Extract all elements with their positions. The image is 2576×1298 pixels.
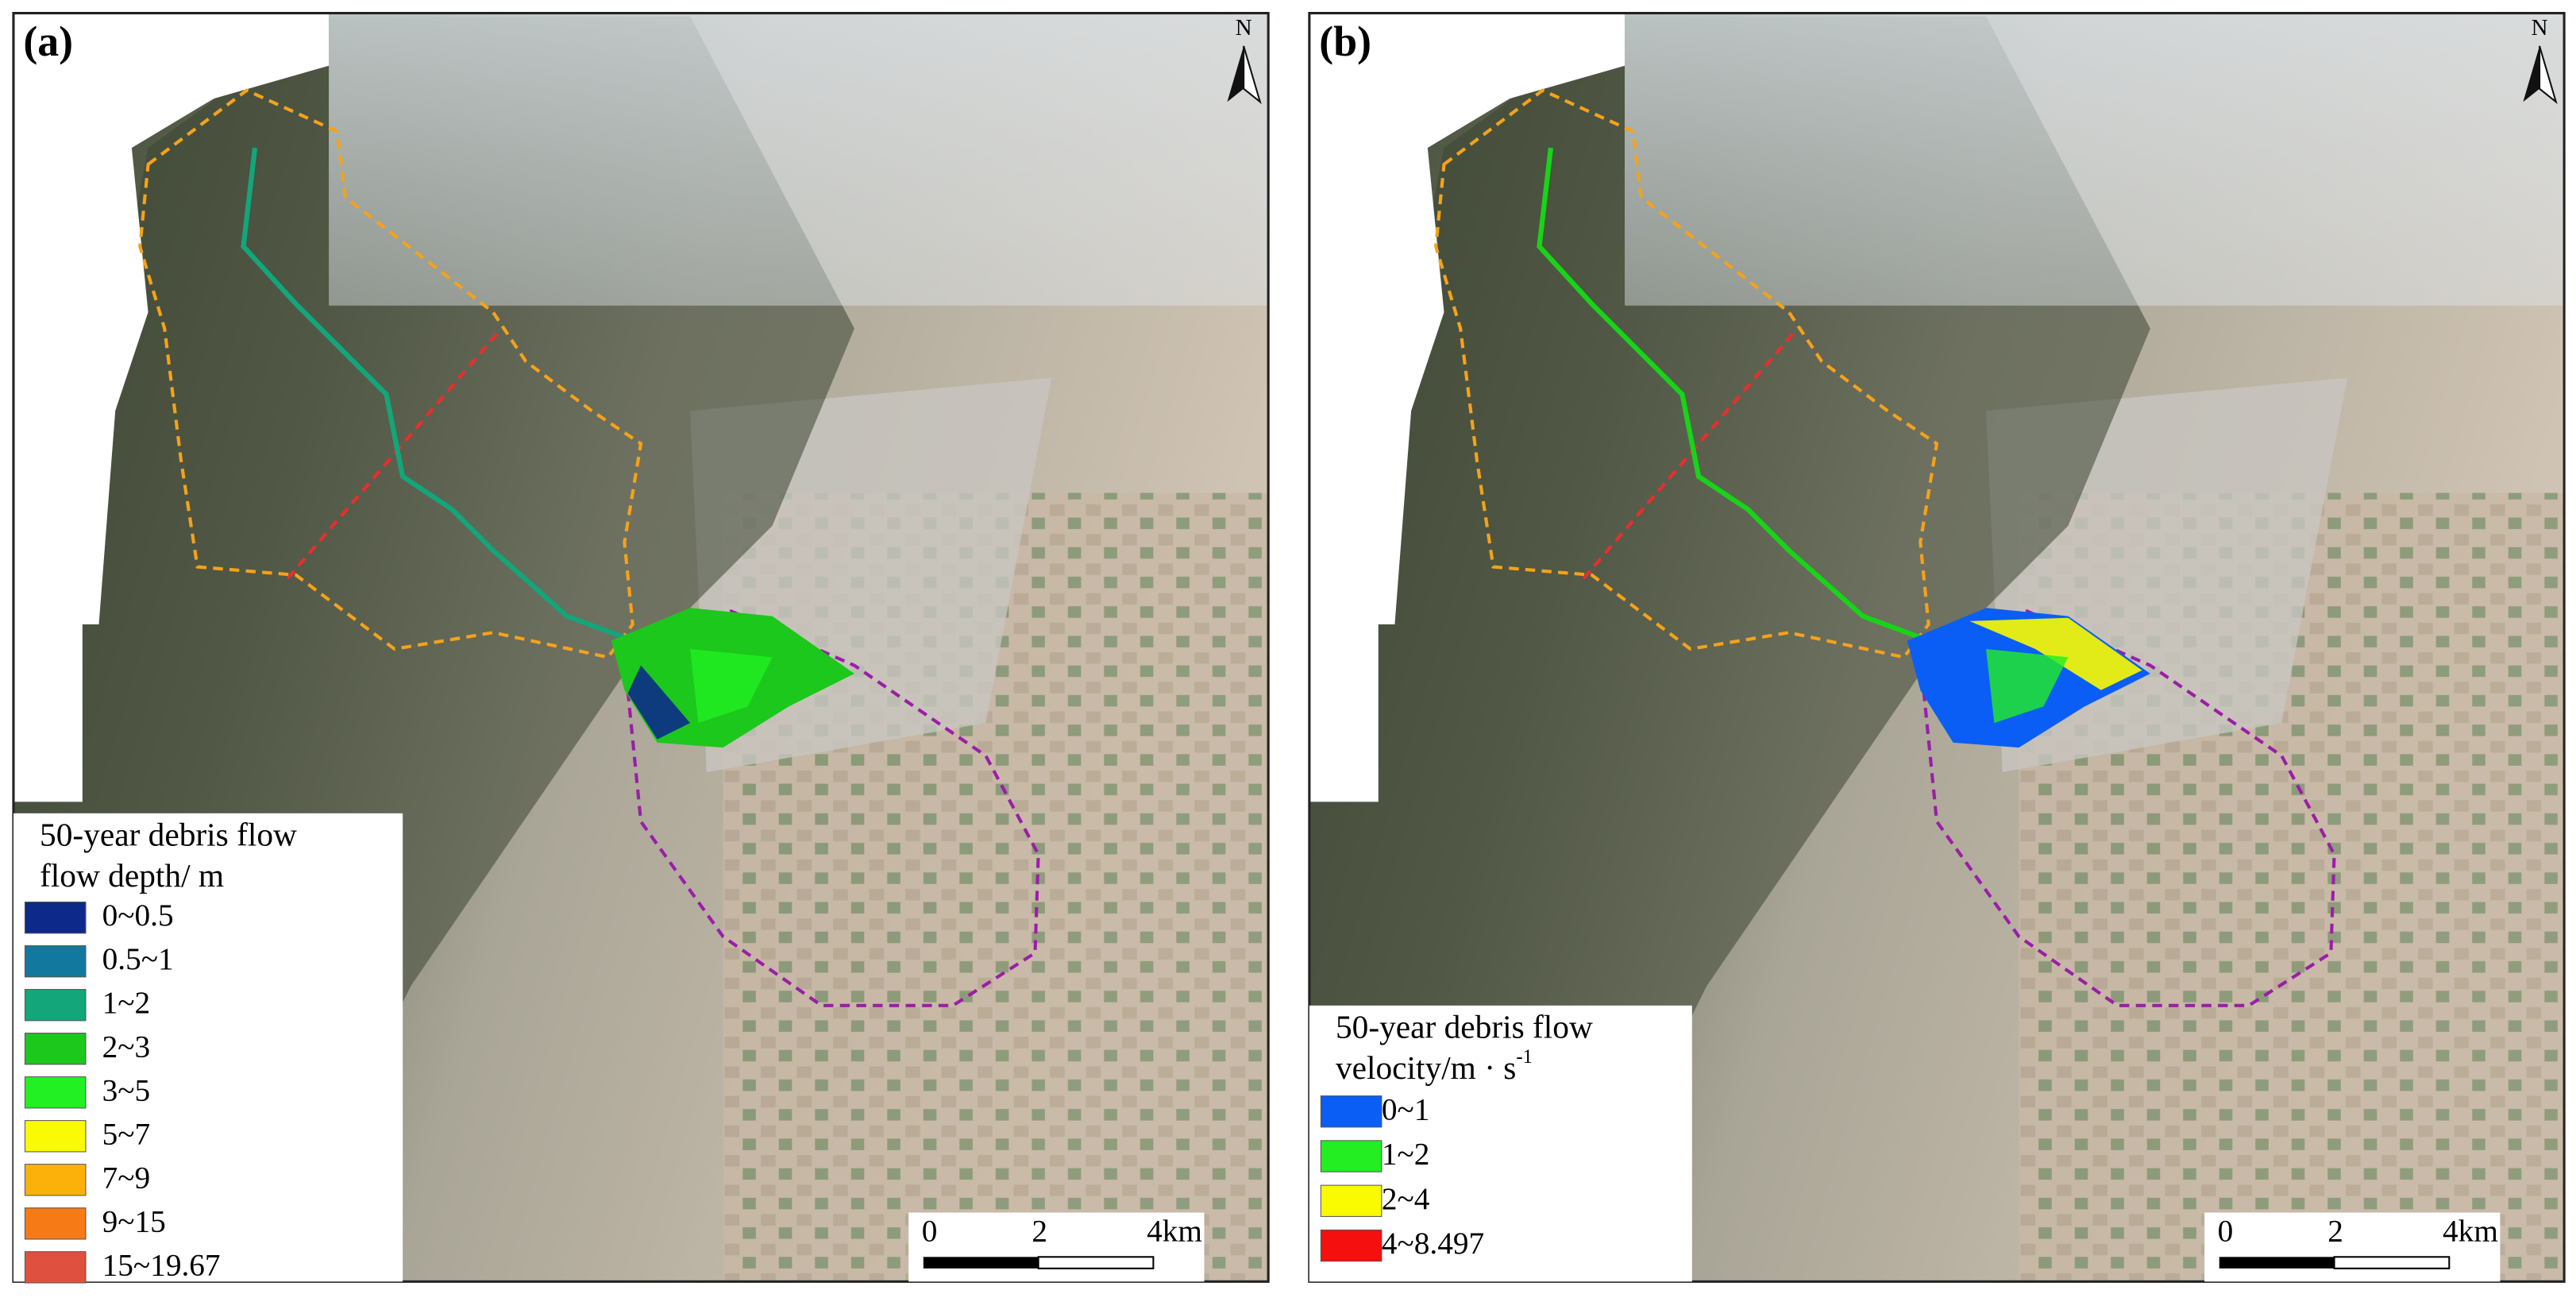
scalebar-white (2333, 1256, 2451, 1269)
section-line (286, 327, 503, 580)
panel-frame (12, 11, 1270, 1283)
legend-label: 15~19.67 (102, 1248, 221, 1282)
blank-left-upper (1309, 13, 1625, 624)
deposit-fan-zone (1986, 649, 2069, 724)
legend-label: 4~8.497 (1382, 1227, 1484, 1261)
legend-swatch (1320, 1140, 1382, 1172)
panel-label: (b) (1319, 17, 1371, 65)
legend-label: 3~5 (102, 1073, 151, 1107)
north-label: N (2532, 15, 2548, 41)
haze-top (329, 13, 1269, 306)
flow-channel (241, 147, 626, 640)
scalebar-label: 4km (1147, 1214, 1202, 1248)
section-line (1582, 327, 1799, 580)
legend-swatch (24, 989, 87, 1022)
legend-swatch (1320, 1184, 1382, 1217)
scalebar-label: 0 (922, 1214, 938, 1248)
haze-top (1625, 13, 2565, 306)
scalebar-label: 0 (2218, 1214, 2234, 1248)
legend-swatch (1320, 1229, 1382, 1262)
flow-channel (1537, 147, 1922, 640)
legend-swatch (24, 1033, 87, 1065)
legend-label: 2~3 (102, 1030, 151, 1064)
scalebar-bg (908, 1212, 1205, 1282)
map-panel: (a) N 50-year debris flow flow depth/ m 0~0.… (12, 11, 1270, 1284)
legend-label: 0~1 (1382, 1092, 1430, 1126)
legend-title: 50-year debris flow (40, 816, 297, 852)
scalebar-black (923, 1257, 1039, 1269)
north-arrow (1243, 45, 1262, 105)
legend-label: 2~4 (1382, 1182, 1430, 1216)
panel-label: (a) (23, 17, 73, 65)
watershed-boundary (138, 88, 643, 659)
deposit-fan-zone (690, 649, 773, 724)
north-arrow (1227, 45, 1244, 102)
legend-label: 7~9 (102, 1161, 151, 1195)
watershed-boundary (1434, 88, 1939, 659)
legend-swatch (24, 1076, 87, 1109)
legend-title: 50-year debris flow (1336, 1008, 1593, 1045)
legend-label: 9~15 (102, 1204, 166, 1238)
scalebar-black (2219, 1257, 2335, 1269)
legend-swatch (24, 1207, 87, 1240)
legend-swatch (24, 1164, 87, 1196)
scalebar-bg (2204, 1212, 2501, 1282)
legend-label: 5~7 (102, 1117, 151, 1151)
legend-label: 1~2 (102, 986, 151, 1020)
legend-title: flow depth/ m (40, 857, 224, 894)
deposit-fan-zone (1969, 617, 2142, 690)
north-arrow (2539, 45, 2558, 105)
blank-left-upper (13, 13, 330, 624)
scalebar-label: 2 (1032, 1214, 1047, 1248)
legend-label: 1~2 (1382, 1138, 1430, 1172)
panel-frame (1308, 11, 2566, 1283)
legend-label: 0~0.5 (102, 898, 174, 933)
mountains (1309, 16, 2150, 1282)
deposit-fan-zone (627, 665, 691, 740)
legend-swatch (1320, 1095, 1382, 1128)
legend-swatch (24, 945, 87, 978)
scalebar-white (1037, 1256, 1155, 1269)
scalebar-label: 4km (2443, 1214, 2498, 1248)
legend-title-superscript: -1 (1516, 1046, 1533, 1068)
scalebar-label: 2 (2327, 1214, 2343, 1248)
legend-label: 0.5~1 (102, 942, 174, 976)
north-label: N (1236, 15, 1252, 41)
legend-title: velocity/m · s-1 (1336, 1046, 1533, 1086)
legend-swatch (24, 1120, 87, 1153)
north-arrow (2523, 45, 2540, 102)
legend-swatch (24, 1251, 87, 1284)
legend-swatch (24, 902, 87, 934)
